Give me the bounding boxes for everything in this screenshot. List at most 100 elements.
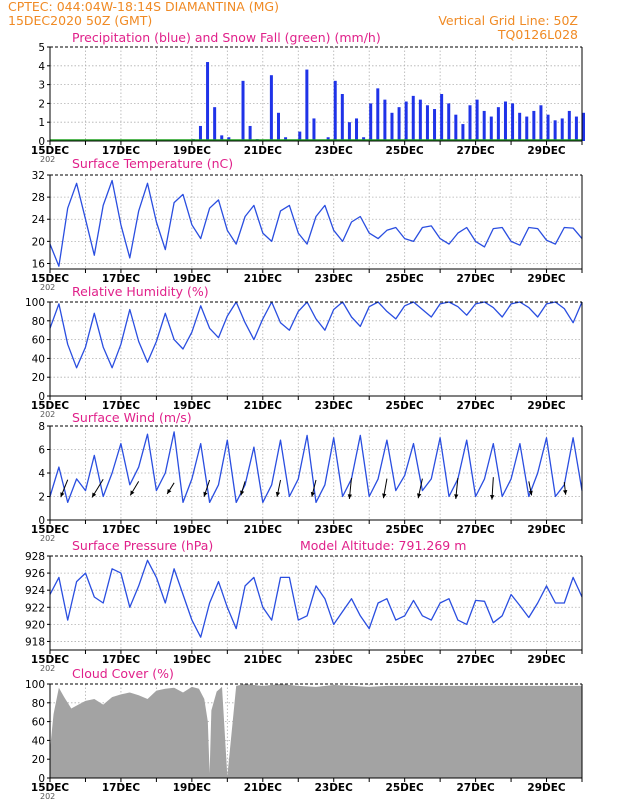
x-tick-label: 17DEC: [102, 654, 141, 666]
x-tick-label: 17DEC: [102, 400, 141, 412]
panel-title-wind: Surface Wind (m/s): [72, 410, 192, 425]
precip-bar: [220, 135, 224, 141]
precip-bar: [553, 120, 557, 141]
precip-bar: [312, 118, 316, 141]
x-year-label: 202: [40, 792, 55, 800]
precip-bar: [284, 137, 288, 141]
precip-bar: [383, 99, 387, 141]
wind-vector-arrowhead: [240, 490, 245, 496]
cloud-cover-area: [50, 684, 582, 778]
x-tick-label: 27DEC: [456, 782, 495, 794]
rh-series-line: [49, 301, 583, 369]
x-tick-label: 17DEC: [102, 273, 141, 285]
x-tick-label: 25DEC: [386, 654, 425, 666]
y-tick-label: 0: [38, 391, 45, 403]
x-tick-label: 27DEC: [456, 400, 495, 412]
precip-bar: [269, 75, 273, 141]
precip-bar: [376, 88, 380, 141]
precip-bar: [326, 137, 330, 141]
x-tick-label: 23DEC: [315, 782, 354, 794]
x-tick-label: 27DEC: [456, 524, 495, 536]
precip-bar: [489, 116, 493, 141]
y-tick-label: 60: [32, 335, 45, 347]
pres-series-line: [49, 559, 583, 638]
y-tick-label: 0: [38, 773, 45, 785]
precip-bar: [461, 124, 465, 141]
x-year-label: 202: [40, 283, 55, 292]
x-tick-label: 19DEC: [173, 782, 212, 794]
y-tick-label: 40: [32, 353, 45, 365]
y-tick-label: 928: [25, 551, 45, 563]
precip-bar: [404, 101, 408, 141]
precip-bar: [213, 107, 217, 141]
y-tick-label: 3: [38, 80, 45, 92]
precip-bar: [206, 62, 210, 141]
y-tick-label: 5: [38, 42, 45, 54]
panel-title-rh: Relative Humidity (%): [72, 284, 209, 299]
x-tick-label: 15DEC: [31, 400, 70, 412]
x-tick-label: 29DEC: [527, 273, 566, 285]
x-tick-label: 19DEC: [173, 654, 212, 666]
y-tick-label: 1: [38, 117, 45, 129]
x-tick-label: 15DEC: [31, 524, 70, 536]
precip-bar: [475, 99, 479, 141]
panel-title-pres: Surface Pressure (hPa): [72, 538, 213, 553]
y-tick-label: 0: [38, 515, 45, 527]
precip-bar: [447, 103, 451, 141]
x-tick-label: 27DEC: [456, 273, 495, 285]
y-tick-label: 4: [38, 61, 45, 73]
panel-rh: 0 20 40 60 80 100 15DEC 17DEC 19DEC 21DEC 23DEC 25D…: [25, 284, 583, 419]
x-tick-label: 15DEC: [31, 145, 70, 157]
precip-bar: [454, 114, 458, 141]
header-run-time: 15DEC2020 50Z (GMT): [8, 13, 153, 28]
header-model-code: TQ0126L028: [497, 27, 578, 42]
precip-bar: [539, 105, 543, 141]
y-tick-label: 926: [25, 568, 45, 580]
wind-vector-arrowhead: [454, 494, 459, 499]
x-tick-label: 23DEC: [315, 145, 354, 157]
x-tick-label: 15DEC: [31, 273, 70, 285]
precip-bar: [333, 80, 337, 141]
wind-vector-arrowhead: [310, 491, 315, 497]
precip-bar: [425, 105, 429, 141]
wind-vector-arrowhead: [275, 491, 281, 497]
x-tick-label: 29DEC: [527, 654, 566, 666]
y-tick-label: 2: [38, 98, 45, 110]
precip-bar: [198, 125, 202, 141]
header-grid-line: Vertical Grid Line: 50Z: [438, 13, 578, 28]
y-tick-label: 40: [32, 735, 45, 747]
precip-bar: [560, 118, 564, 141]
x-tick-label: 23DEC: [315, 273, 354, 285]
wind-vector-arrowhead: [203, 491, 208, 497]
x-tick-label: 15DEC: [31, 654, 70, 666]
x-year-label: 202: [40, 410, 55, 419]
precip-bar: [355, 118, 359, 141]
y-tick-label: 20: [32, 372, 45, 384]
precip-bar: [496, 107, 500, 141]
precip-bar: [347, 122, 351, 141]
x-tick-label: 17DEC: [102, 145, 141, 157]
x-tick-label: 25DEC: [386, 782, 425, 794]
precip-bar: [525, 116, 529, 141]
x-tick-label: 15DEC: [31, 782, 70, 794]
precip-bar: [567, 110, 571, 141]
y-tick-label: 924: [25, 585, 45, 597]
x-tick-label: 21DEC: [244, 400, 283, 412]
y-tick-label: 4: [38, 468, 45, 480]
y-tick-label: 920: [25, 619, 45, 631]
temp-series-line: [49, 179, 583, 267]
wind-vector-arrowhead: [417, 493, 422, 499]
precip-bar: [411, 95, 415, 141]
x-tick-label: 29DEC: [527, 524, 566, 536]
model-altitude-label: Model Altitude: 791.269 m: [300, 538, 466, 553]
x-tick-label: 25DEC: [386, 273, 425, 285]
y-tick-label: 80: [32, 316, 45, 328]
y-tick-label: 24: [32, 214, 46, 226]
y-tick-label: 80: [32, 698, 45, 710]
x-tick-label: 17DEC: [102, 782, 141, 794]
y-tick-label: 16: [32, 258, 46, 270]
x-tick-label: 23DEC: [315, 400, 354, 412]
x-year-label: 202: [40, 534, 55, 543]
wind-vector-arrowhead: [382, 493, 387, 499]
y-tick-label: 100: [25, 679, 45, 691]
